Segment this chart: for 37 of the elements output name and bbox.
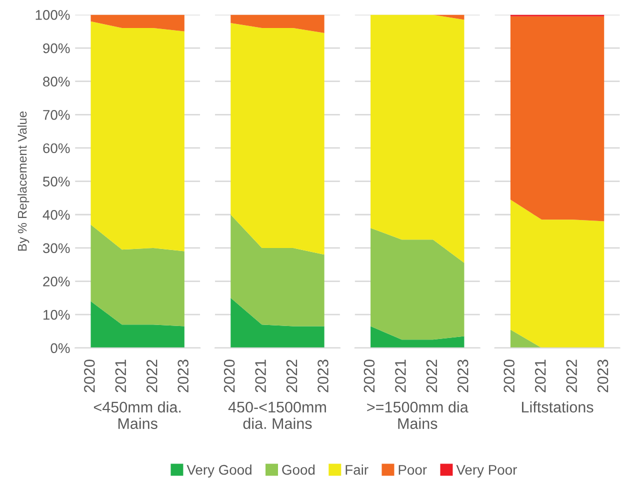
x-tick-label: 2021 [115, 360, 126, 392]
legend-label: Good [282, 464, 315, 475]
legend-label: Poor [398, 465, 427, 475]
y-tick-label: 90% [43, 43, 70, 54]
x-axis-title: >=1500mm dia Mains [367, 401, 468, 430]
x-tick-label: 2023 [458, 360, 468, 392]
y-axis-title: By % Replacement Value [18, 111, 30, 251]
y-tick-label: 100% [36, 10, 70, 20]
y-tick-label: 80% [43, 76, 70, 87]
x-tick-label: 2022 [566, 360, 577, 392]
y-tick-label: 30% [42, 243, 70, 254]
x-tick-label: 2020 [504, 360, 515, 392]
x-tick-label: 2022 [426, 360, 438, 392]
x-tick-label: 2021 [395, 360, 406, 392]
y-tick-label: 0% [50, 343, 70, 354]
legend-label: Very Poor [456, 465, 517, 478]
y-tick-label: 40% [42, 210, 70, 220]
y-tick-label: 10% [44, 310, 70, 320]
x-axis-title: <450mm dia. Mains [94, 401, 181, 430]
x-tick-label: 2022 [146, 360, 158, 392]
y-tick-label: 50% [43, 176, 70, 186]
y-tick-label: 20% [43, 276, 70, 286]
x-tick-label: 2020 [364, 360, 375, 392]
x-tick-label: 2020 [84, 360, 95, 392]
x-tick-label: 2021 [255, 360, 266, 392]
x-axis-title: Liftstations [522, 401, 594, 413]
y-tick-label: 70% [43, 110, 70, 120]
x-tick-label: 2023 [318, 360, 328, 392]
x-tick-label: 2023 [178, 360, 189, 392]
x-tick-label: 2023 [597, 360, 608, 392]
x-tick-label: 2022 [286, 360, 298, 392]
legend-label: Very Good [186, 464, 252, 478]
x-axis-title: 450-<1500mm dia. Mains [228, 402, 326, 430]
y-tick-label: 60% [43, 143, 70, 154]
x-tick-label: 2020 [224, 360, 235, 392]
legend-label: Fair [346, 464, 368, 475]
x-tick-label: 2021 [534, 360, 546, 392]
